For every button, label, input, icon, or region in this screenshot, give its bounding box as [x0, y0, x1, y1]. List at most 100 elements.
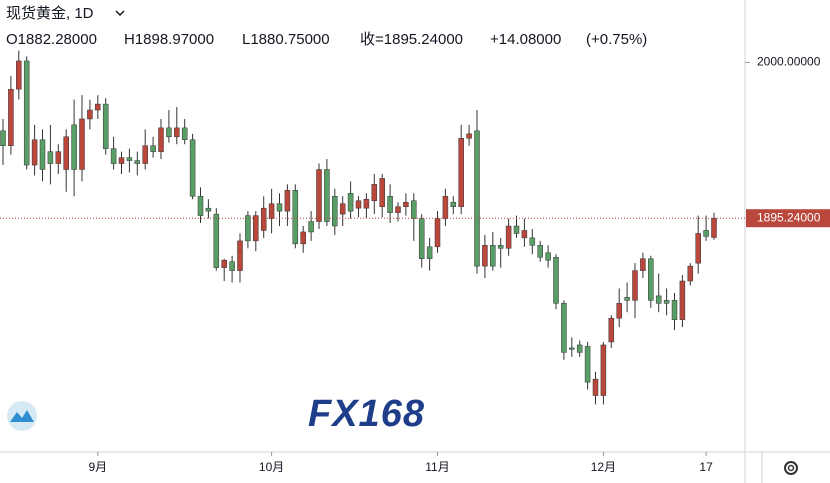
candle-body	[268, 203, 275, 219]
ohlc-value: L1880.75000	[242, 31, 330, 48]
candle-body	[411, 200, 417, 219]
last-price-label: 1895.24000	[757, 210, 821, 224]
candle-body	[521, 230, 528, 239]
candle-body	[79, 118, 85, 170]
candle-body	[95, 103, 101, 111]
candle-body	[150, 145, 156, 152]
candle-body	[158, 127, 164, 152]
candle-body	[624, 297, 630, 301]
candle-body	[584, 346, 591, 383]
candle-body	[648, 258, 654, 301]
candle-body	[174, 127, 180, 138]
candle-body	[355, 200, 362, 209]
candle-body	[253, 215, 259, 242]
candle-body	[332, 196, 338, 227]
logo	[7, 401, 37, 431]
candle-body	[505, 225, 512, 249]
candle-body	[600, 344, 607, 396]
candle-body	[87, 109, 93, 120]
dropdown-caret[interactable]	[115, 10, 125, 17]
candle-body	[537, 245, 543, 258]
candle-body	[189, 139, 196, 197]
candle-body	[679, 280, 686, 320]
candle-body	[284, 190, 291, 212]
candle-body	[347, 193, 354, 212]
candle-body	[16, 60, 22, 90]
gear[interactable]	[784, 461, 798, 475]
ohlc-value: +14.08000	[490, 31, 561, 48]
chart-title: 现货黄金, 1D	[6, 5, 94, 22]
candle-body	[608, 317, 615, 343]
x-tick-label: 12月	[591, 460, 616, 474]
candle-body	[426, 246, 433, 259]
candle-body	[655, 295, 662, 304]
candle-body	[308, 221, 314, 233]
candle-body	[118, 157, 125, 164]
candle-body	[213, 213, 220, 268]
candle-body	[663, 300, 670, 304]
candle-body	[545, 252, 551, 261]
logo-mountain	[10, 410, 34, 422]
candle-body	[221, 259, 227, 268]
candle-body	[276, 203, 283, 212]
candle-body	[363, 198, 370, 209]
candle-body	[387, 196, 393, 213]
candle-body	[561, 303, 567, 353]
candle-body	[245, 215, 251, 242]
candle-body	[126, 157, 133, 161]
candle-body	[237, 240, 243, 271]
candle-body	[292, 190, 299, 245]
watermark: FX168	[308, 393, 425, 435]
x-tick-label: 17	[699, 460, 713, 474]
candle-body	[490, 245, 496, 267]
ohlc-value: 收=1895.24000	[360, 31, 463, 48]
candle-body	[458, 138, 464, 207]
candle-body	[395, 206, 401, 213]
candle-body	[569, 347, 575, 350]
candle-body	[63, 136, 69, 170]
candle-body	[482, 245, 488, 267]
candle-body	[316, 169, 322, 222]
candle-body	[55, 151, 62, 164]
candle-body	[0, 130, 6, 146]
candle-body	[434, 218, 441, 248]
candle-body	[324, 169, 330, 222]
candle-body	[102, 103, 109, 149]
candle-body	[466, 133, 472, 139]
candle-body	[703, 230, 709, 237]
last-price-box	[746, 209, 830, 228]
y-tick-label: 2000.00000	[757, 55, 821, 69]
candle-body	[379, 178, 385, 207]
candle-body	[450, 201, 457, 207]
candle-body	[371, 184, 378, 201]
candle-body	[166, 127, 172, 138]
x-tick-label: 10月	[259, 460, 284, 474]
candle-body	[695, 233, 701, 264]
gear-hub[interactable]	[787, 464, 795, 472]
candle-body	[300, 231, 306, 245]
candle-body	[260, 207, 267, 231]
candle-body	[576, 344, 583, 353]
candle-body	[134, 160, 141, 164]
candle-body	[474, 130, 480, 267]
ohlc-value: (+0.75%)	[586, 31, 647, 48]
candle-body	[142, 145, 148, 164]
candle-body	[616, 303, 622, 319]
candle-body	[553, 256, 559, 304]
candle-body	[640, 258, 646, 271]
candle-body	[671, 300, 678, 320]
settings-icon[interactable]	[784, 461, 798, 475]
logo-circle	[7, 401, 37, 431]
candle-body	[110, 148, 117, 164]
candle-body	[181, 127, 188, 141]
candle-body	[47, 151, 54, 164]
candle-body	[339, 203, 346, 215]
candle-body	[23, 60, 30, 166]
candle-body	[197, 196, 204, 216]
candle-body	[529, 237, 536, 246]
candle-body	[31, 139, 38, 166]
candle-body	[8, 88, 14, 146]
candle-body	[442, 196, 449, 219]
